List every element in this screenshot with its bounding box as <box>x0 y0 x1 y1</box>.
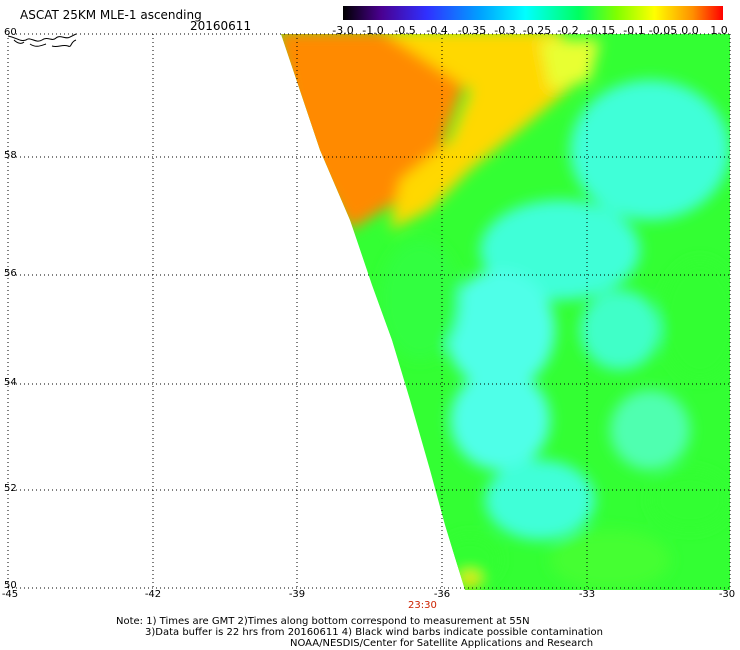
colorbar-label: -0.05 <box>648 24 678 37</box>
coastline <box>7 33 77 48</box>
lon-label: -42 <box>144 589 162 600</box>
colorbar-label: -0.3 <box>494 24 516 37</box>
lon-label: -45 <box>1 589 19 600</box>
colorbar-label: 0.0 <box>681 24 699 37</box>
lat-label: 58 <box>4 150 17 161</box>
lon-label: -36 <box>433 589 451 600</box>
pass-time-label: 23:30 <box>408 600 437 611</box>
colorbar-label: -1.0 <box>362 24 384 37</box>
colorbar-label: -0.5 <box>394 24 416 37</box>
wind-swath <box>281 34 730 590</box>
lat-label: 50 <box>4 580 17 591</box>
note-line-1: Note: 1) Times are GMT 2)Times along bot… <box>116 616 530 627</box>
colorbar-label: -0.2 <box>557 24 579 37</box>
lat-label: 52 <box>4 483 17 494</box>
colorbar <box>343 6 723 20</box>
map-title: ASCAT 25KM MLE-1 ascending <box>20 8 202 22</box>
colorbar-labels: -3.0 -1.0 -0.5 -0.4 -0.35 -0.3 -0.25 -0.… <box>0 24 740 38</box>
lat-label: 54 <box>4 377 17 388</box>
lat-lon-grid <box>7 33 731 589</box>
note-line-2: 3)Data buffer is 22 hrs from 20160611 4)… <box>145 627 603 638</box>
colorbar-label: -0.4 <box>426 24 448 37</box>
map-date: 20160611 <box>190 19 252 33</box>
lon-label: -39 <box>288 589 306 600</box>
lat-label: 56 <box>4 268 17 279</box>
colorbar-label: 1.0 <box>710 24 728 37</box>
lon-label: -30 <box>718 589 736 600</box>
note-line-3: NOAA/NESDIS/Center for Satellite Applica… <box>290 638 594 649</box>
lon-label: -33 <box>578 589 596 600</box>
lat-label: 60 <box>4 27 17 38</box>
